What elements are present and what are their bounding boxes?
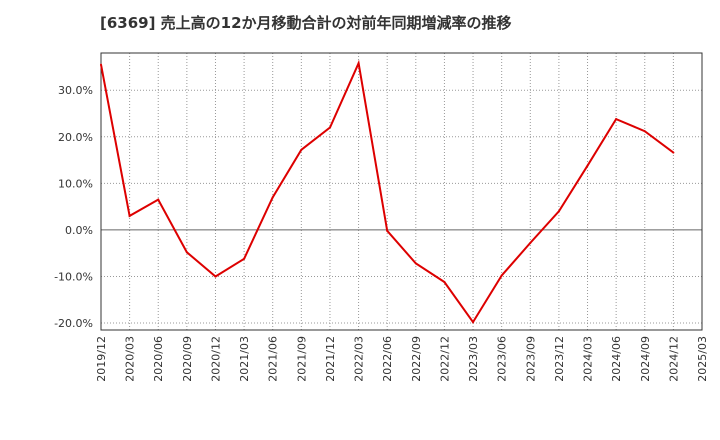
data-point [586, 164, 589, 167]
x-tick-labels: 2019/12 2020/03 2020/06 2020/09 2020/12 2021/… [95, 336, 709, 382]
x-tick-label: 2022/12 [438, 336, 451, 382]
data-point [443, 281, 446, 284]
data-point [386, 229, 389, 232]
x-tick-label: 2021/09 [295, 336, 308, 382]
x-tick-label: 2019/12 [95, 336, 108, 382]
data-point [557, 210, 560, 213]
data-point [128, 214, 131, 217]
x-tick-label: 2022/03 [353, 336, 366, 382]
y-tick-label: 30.0% [58, 84, 93, 97]
data-point [672, 151, 675, 154]
data-point [100, 63, 102, 66]
x-tick-label: 2023/12 [553, 336, 566, 382]
x-tick-label: 2022/06 [381, 336, 394, 382]
y-tick-label: 20.0% [58, 131, 93, 144]
y-tick-labels: -20.0% -10.0% 0.0% 10.0% 20.0% 30.0% [54, 84, 93, 330]
x-tick-label: 2024/09 [639, 336, 652, 382]
series-line [100, 59, 674, 324]
data-point [529, 241, 532, 244]
data-point [643, 130, 646, 133]
x-tick-label: 2021/12 [324, 336, 337, 382]
data-point [271, 196, 274, 199]
plot-border [100, 52, 703, 331]
data-point [500, 274, 503, 277]
chart-title: [6369] 売上高の12か月移動合計の対前年同期増減率の推移 [100, 14, 512, 32]
series [100, 59, 675, 324]
data-point [243, 257, 246, 260]
y-tick-label: -10.0% [54, 270, 93, 283]
data-point [414, 262, 417, 265]
data-point [357, 62, 360, 65]
data-point [157, 198, 160, 201]
data-point [185, 251, 188, 254]
x-tick-label: 2024/03 [582, 336, 595, 382]
x-tick-label: 2021/06 [267, 336, 280, 382]
data-point [328, 126, 331, 129]
x-tick-label: 2020/12 [209, 336, 222, 382]
data-point [214, 275, 217, 278]
x-tick-label: 2021/03 [238, 336, 251, 382]
data-point [472, 321, 475, 324]
x-tick-label: 2023/03 [467, 336, 480, 382]
axes [100, 52, 703, 331]
x-tick-label: 2022/09 [410, 336, 423, 382]
y-tick-label: -20.0% [54, 317, 93, 330]
y-tick-label: 10.0% [58, 177, 93, 190]
grid [100, 53, 703, 330]
data-point [300, 148, 303, 151]
x-tick-label: 2020/09 [181, 336, 194, 382]
x-tick-label: 2024/06 [610, 336, 623, 382]
x-tick-label: 2024/12 [667, 336, 680, 382]
x-tick-label: 2020/03 [124, 336, 137, 382]
y-tick-label: 0.0% [65, 224, 93, 237]
x-tick-label: 2023/06 [496, 336, 509, 382]
x-tick-label: 2025/03 [696, 336, 709, 382]
x-tick-label: 2020/06 [152, 336, 165, 382]
data-point [615, 118, 618, 121]
x-tick-label: 2023/09 [524, 336, 537, 382]
